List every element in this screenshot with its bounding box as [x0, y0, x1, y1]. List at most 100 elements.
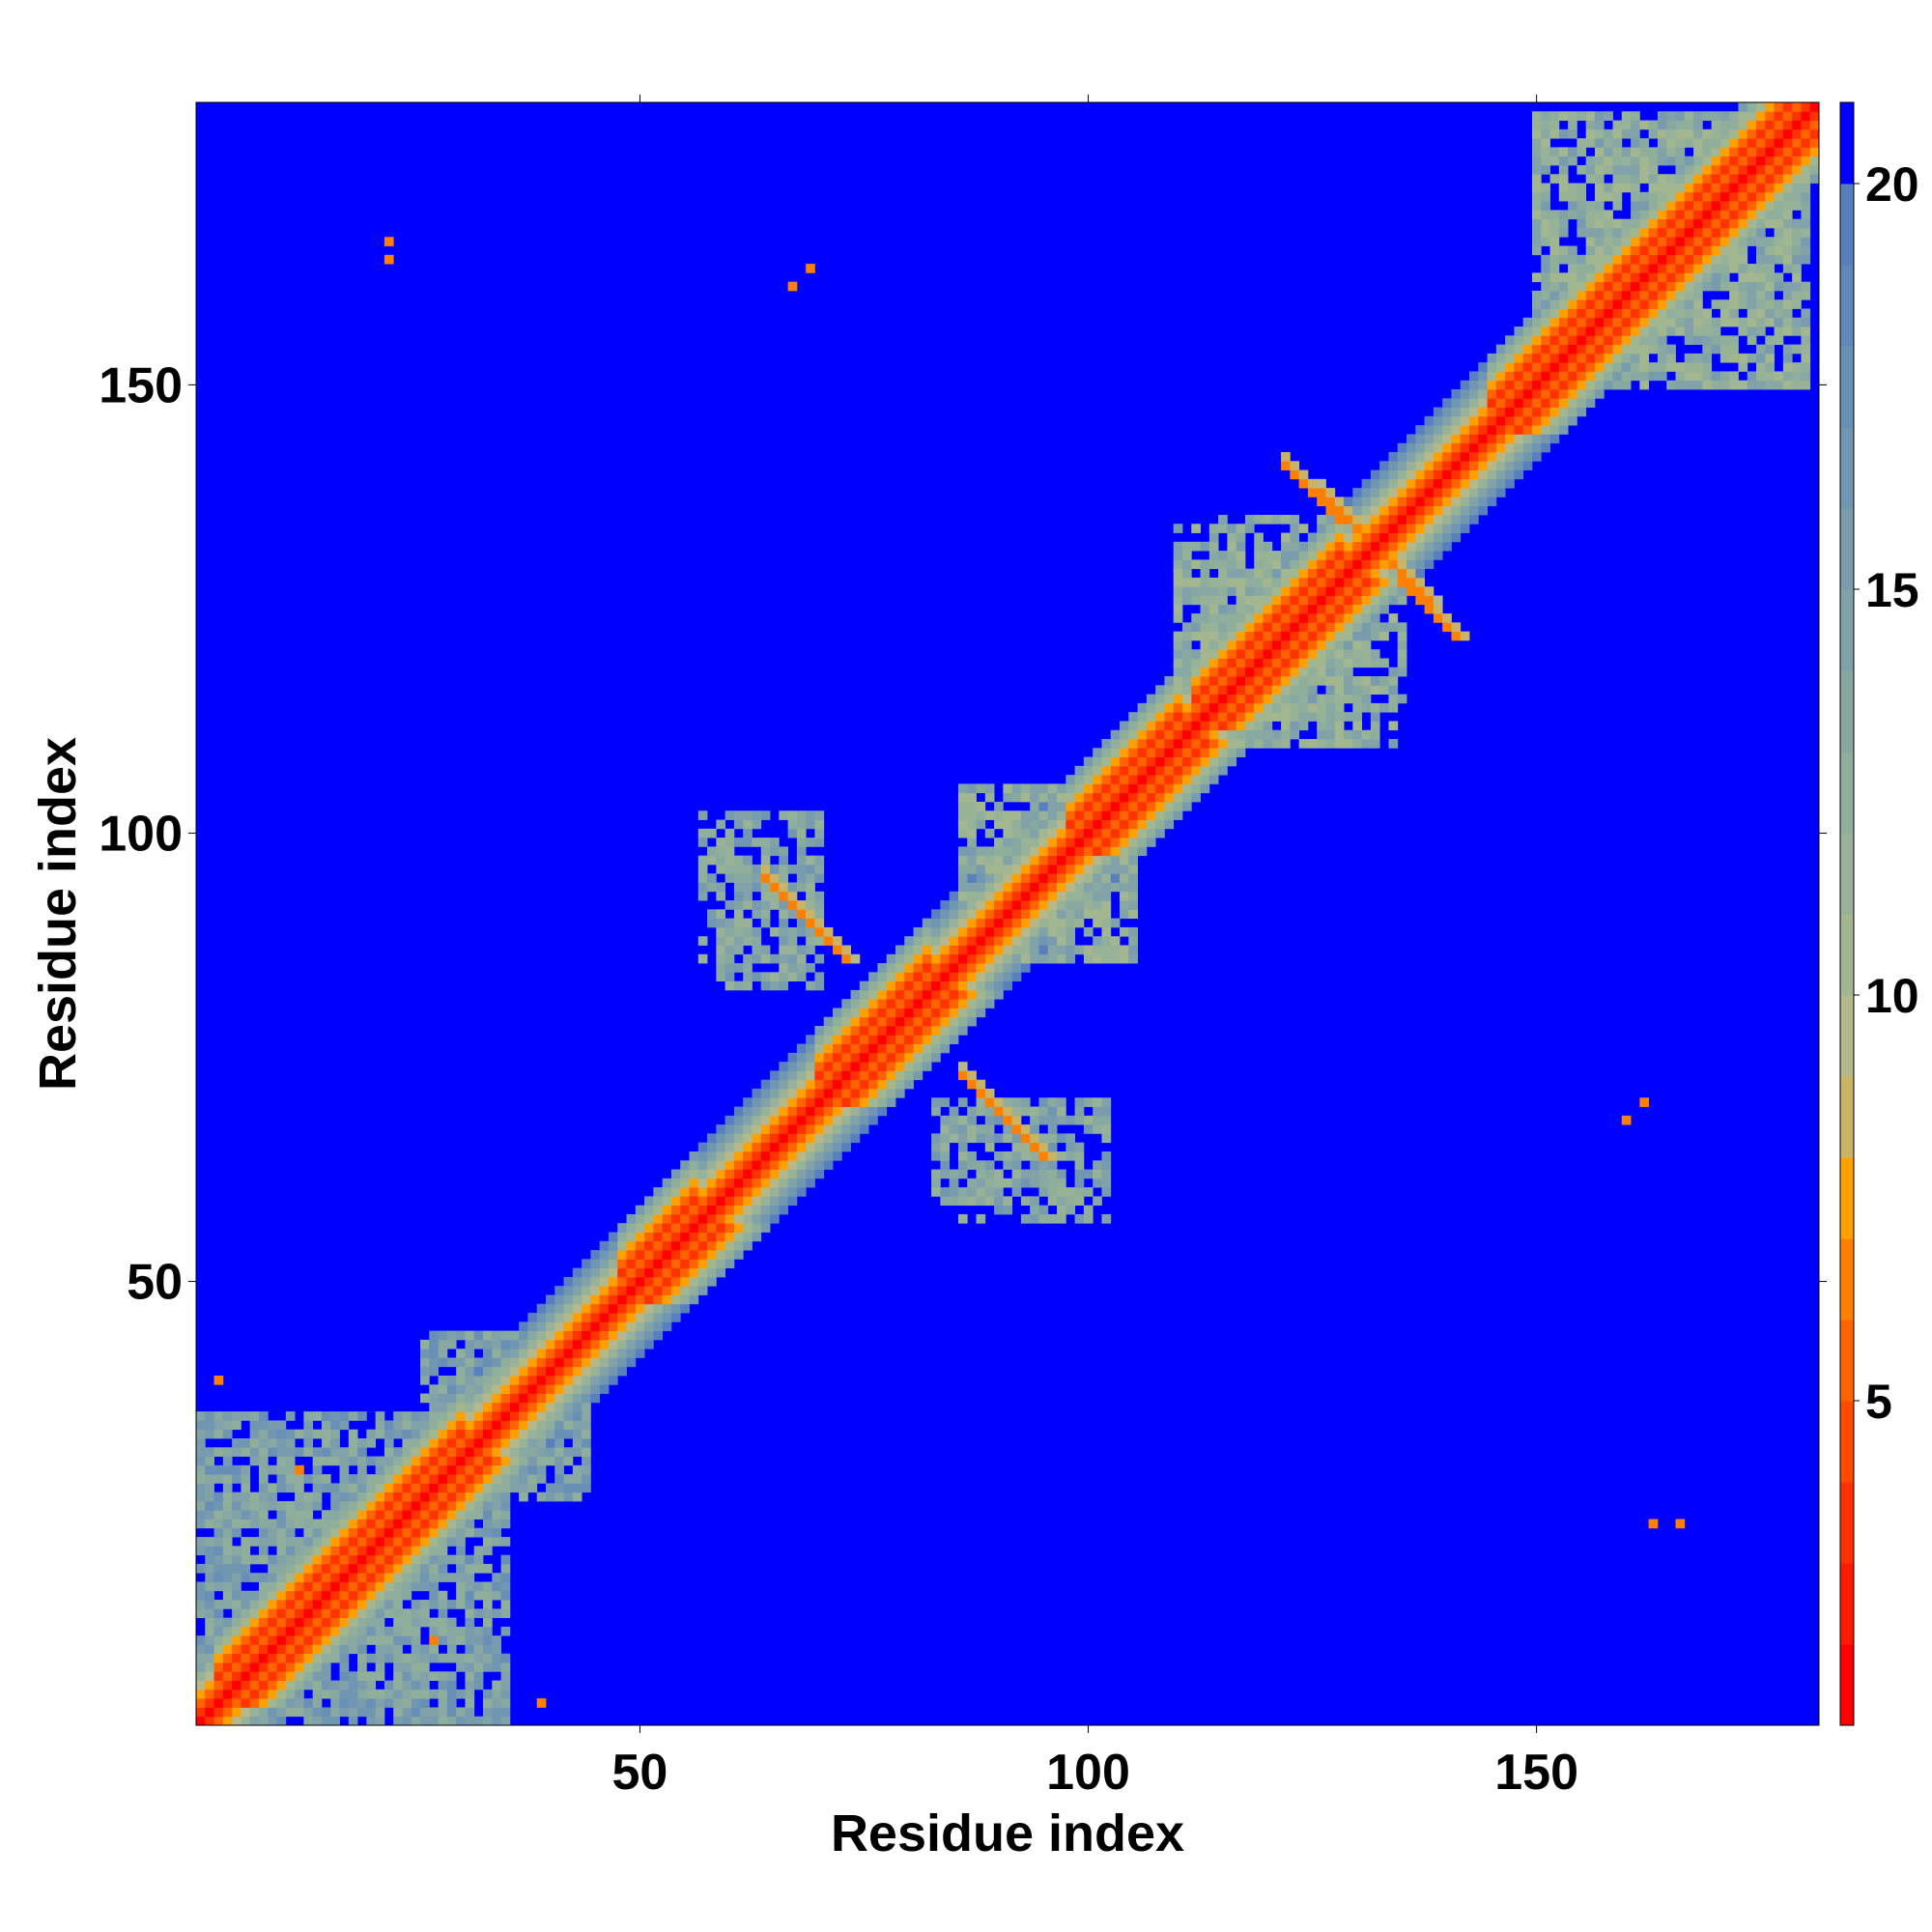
heatmap-cell [438, 1376, 448, 1385]
heatmap-cell [429, 1483, 440, 1493]
heatmap-cell [285, 1519, 296, 1529]
heatmap-cell [536, 1429, 547, 1439]
heatmap-cell [1155, 783, 1165, 794]
heatmap-cell [339, 1581, 350, 1592]
heatmap-cell [429, 1464, 440, 1475]
heatmap-cell [1074, 792, 1085, 803]
heatmap-cell [1765, 299, 1775, 309]
heatmap-cell [375, 1626, 385, 1636]
heatmap-cell [420, 1492, 430, 1502]
heatmap-cell [724, 918, 735, 928]
heatmap-cell [196, 1464, 206, 1475]
heatmap-cell [1325, 577, 1336, 587]
heatmap-cell [420, 1500, 430, 1511]
heatmap-cell [492, 1411, 501, 1421]
heatmap-cell [465, 1554, 475, 1565]
heatmap-cell [456, 1447, 466, 1457]
heatmap-cell [1451, 631, 1462, 641]
heatmap-cell [599, 1330, 610, 1341]
heatmap-cell [276, 1573, 287, 1582]
heatmap-cell [1451, 407, 1462, 417]
heatmap-cell [1568, 371, 1577, 382]
heatmap-cell [357, 1411, 367, 1421]
heatmap-cell [492, 1366, 501, 1377]
heatmap-cell [617, 1232, 627, 1242]
heatmap-cell [1604, 353, 1613, 363]
heatmap-cell [1298, 694, 1309, 704]
heatmap-cell [1334, 631, 1353, 641]
heatmap-cell [1415, 551, 1425, 560]
heatmap-cell [1541, 327, 1550, 336]
heatmap-cell [662, 1276, 672, 1287]
heatmap-cell [913, 980, 923, 991]
heatmap-cell [1809, 120, 1820, 130]
heatmap-cell [473, 1590, 493, 1601]
heatmap-cell [1397, 497, 1407, 507]
heatmap-cell [1487, 398, 1497, 408]
heatmap-cell [1254, 559, 1264, 570]
heatmap-cell [967, 945, 977, 955]
heatmap-cell [438, 1456, 448, 1466]
heatmap-cell [357, 1546, 367, 1556]
heatmap-cell [268, 1447, 277, 1457]
heatmap-cell [1719, 174, 1730, 184]
heatmap-cell [312, 1500, 323, 1511]
heatmap-cell [285, 1546, 296, 1556]
heatmap-cell [967, 1070, 977, 1081]
heatmap-cell [384, 1474, 394, 1484]
heatmap-cell [644, 1286, 654, 1295]
heatmap-cell [1011, 972, 1022, 982]
heatmap-cell [814, 980, 825, 991]
heatmap-cell [1424, 541, 1435, 552]
heatmap-cell [760, 1196, 771, 1207]
heatmap-cell [465, 1617, 475, 1628]
heatmap-cell [1003, 1160, 1013, 1170]
heatmap-cell [222, 1510, 233, 1520]
heatmap-cell [1397, 532, 1407, 543]
heatmap-cell [984, 1106, 995, 1117]
heatmap-cell [1577, 335, 1587, 346]
heatmap-cell [1057, 810, 1066, 820]
heatmap-cell [1236, 551, 1246, 560]
heatmap-cell [1577, 147, 1587, 157]
heatmap-cell [366, 1626, 377, 1636]
heatmap-cell [859, 1016, 869, 1027]
heatmap-cell [285, 1626, 296, 1636]
heatmap-cell [295, 1662, 304, 1672]
heatmap-cell [1487, 353, 1497, 363]
heatmap-cell [1074, 945, 1085, 955]
heatmap-cell [1585, 218, 1596, 229]
heatmap-cell [689, 1160, 699, 1170]
heatmap-cell [1208, 702, 1219, 713]
heatmap-cell [1074, 882, 1085, 893]
heatmap-cell [1030, 783, 1049, 794]
heatmap-cell [285, 1707, 304, 1718]
heatmap-cell [258, 1671, 269, 1681]
heatmap-cell [940, 1151, 951, 1161]
heatmap-cell [1227, 694, 1237, 704]
heatmap-cell [1495, 478, 1506, 489]
heatmap-cell [1801, 237, 1811, 246]
heatmap-cell [1379, 622, 1399, 633]
heatmap-cell [1666, 210, 1676, 220]
heatmap-cell [1738, 156, 1748, 166]
heatmap-cell [833, 1035, 842, 1044]
heatmap-cell [1549, 174, 1560, 184]
heatmap-cell [1738, 281, 1748, 292]
heatmap-cell [312, 1608, 323, 1619]
heatmap-cell [509, 1411, 520, 1421]
heatmap-cell [1388, 721, 1399, 731]
heatmap-cell [957, 1213, 968, 1224]
heatmap-cell [1352, 702, 1363, 713]
heatmap-cell [1011, 1142, 1031, 1152]
heatmap-cell [1541, 425, 1550, 435]
heatmap-cell [931, 936, 941, 946]
heatmap-cell [1792, 128, 1802, 139]
heatmap-cell [1558, 317, 1569, 327]
heatmap-cell [1244, 514, 1255, 525]
heatmap-cell [841, 1070, 851, 1081]
heatmap-cell [1047, 838, 1058, 847]
heatmap-cell [393, 1608, 403, 1619]
heatmap-cell [205, 1698, 214, 1708]
heatmap-cell [1290, 658, 1300, 668]
